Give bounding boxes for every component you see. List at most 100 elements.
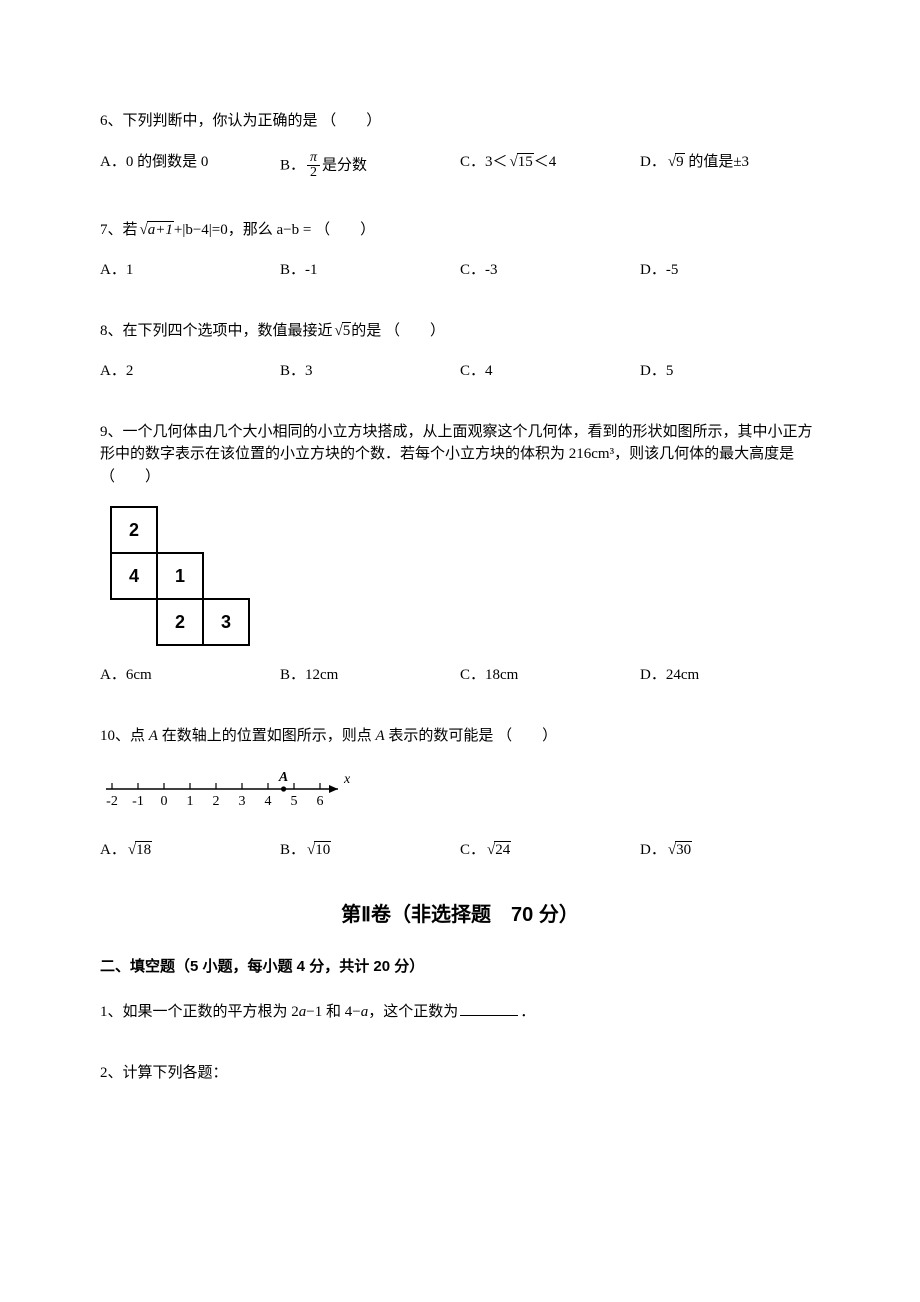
section-2-header: 二、填空题（5 小题，每小题 4 分，共计 20 分）	[100, 956, 820, 979]
q6-opt-c-post: ＜4	[534, 154, 557, 170]
question-10: 10、点 A 在数轴上的位置如图所示，则点 A 表示的数可能是 （ ） -2 -1…	[100, 725, 820, 862]
q7-opt-a: A．1	[100, 259, 280, 282]
sqrt-30: 30	[666, 839, 692, 862]
q10-opt-a: A． 18	[100, 839, 280, 862]
sqrt-24: 24	[485, 839, 511, 862]
fq1-period: ．	[520, 1004, 535, 1020]
grid-cell: 2	[111, 507, 157, 553]
q10-A-1: A	[149, 728, 158, 744]
grid-cell-empty	[203, 507, 249, 553]
q6-opt-c-pre: C．3＜	[460, 154, 508, 170]
frac-num: π	[307, 151, 320, 167]
radicand: a+1	[147, 221, 174, 239]
q8-options: A．2 B．3 C．4 D．5	[100, 360, 820, 383]
svg-text:-2: -2	[106, 794, 118, 809]
q6-opt-a-text: A．0 的倒数是 0	[100, 154, 208, 170]
grid-cell-empty	[157, 507, 203, 553]
grid-cell-empty	[111, 599, 157, 645]
grid-cell: 1	[157, 553, 203, 599]
q10-opt-d: D．30	[640, 839, 820, 862]
q7-opt-d: D．-5	[640, 259, 820, 282]
q9-opt-a: A．6cm	[100, 664, 280, 687]
q10-number-line: -2-10123456Ax	[100, 765, 820, 815]
q9-stem: 9、一个几何体由几个大小相同的小立方块搭成，从上面观察这个几何体，看到的形状如图…	[100, 421, 820, 489]
section-2-title: 第Ⅱ卷（非选择题 70 分）	[100, 900, 820, 930]
sqrt-10: 10	[305, 839, 331, 862]
q6-stem: 6、下列判断中，你认为正确的是 （ ）	[100, 110, 820, 133]
fq1-mid: −1 和 4−	[306, 1004, 360, 1020]
grid-cell-empty	[203, 553, 249, 599]
frac-den: 2	[307, 166, 320, 181]
question-9: 9、一个几何体由几个大小相同的小立方块搭成，从上面观察这个几何体，看到的形状如图…	[100, 421, 820, 687]
sqrt-18: 18	[126, 839, 152, 862]
radicand: 9	[675, 153, 685, 171]
q10-stem-mid: 在数轴上的位置如图所示，则点	[158, 728, 376, 744]
sqrt-5: 5	[333, 320, 352, 343]
q10-A-2: A	[375, 728, 384, 744]
q7-options: A．1 B．-1 C．-3 D．-5	[100, 259, 820, 282]
svg-text:-1: -1	[132, 794, 144, 809]
q7-paren: （ ）	[315, 222, 375, 238]
svg-text:x: x	[343, 772, 351, 787]
q10-opt-c-pre: C．	[460, 842, 485, 858]
q6-options: A．0 的倒数是 0 B．π2是分数 C．3＜ 15＜4 D． 9 的值是±3	[100, 151, 820, 181]
radicand: 10	[314, 841, 331, 859]
q6-opt-d-pre: D．	[640, 154, 666, 170]
q8-opt-c: C．4	[460, 360, 640, 383]
q9-opt-b: B．12cm	[280, 664, 460, 687]
q8-opt-d: D．5	[640, 360, 820, 383]
q10-stem-post: 表示的数可能是	[385, 728, 494, 744]
q8-opt-b: B．3	[280, 360, 460, 383]
fill-question-2: 2、计算下列各题：	[100, 1062, 820, 1085]
q7-stem: 7、若a+1+|b−4|=0，那么 a−b = （ ）	[100, 219, 820, 242]
q10-stem-pre: 10、点	[100, 728, 149, 744]
fq1-pre: 1、如果一个正数的平方根为 2	[100, 1004, 299, 1020]
q10-options: A． 18 B． 10 C． 24 D．30	[100, 839, 820, 862]
fq1-post: ，这个正数为	[368, 1004, 458, 1020]
q8-paren: （ ）	[385, 323, 445, 339]
fill-blank	[460, 1000, 518, 1016]
svg-text:1: 1	[187, 794, 194, 809]
q10-opt-c: C． 24	[460, 839, 640, 862]
svg-text:A: A	[278, 770, 288, 785]
svg-text:6: 6	[317, 794, 324, 809]
svg-text:0: 0	[161, 794, 168, 809]
q6-paren: （ ）	[321, 113, 381, 129]
q9-options: A．6cm B．12cm C．18cm D．24cm	[100, 664, 820, 687]
radicand: 15	[517, 153, 534, 171]
radicand: 24	[494, 841, 511, 859]
svg-text:2: 2	[213, 794, 220, 809]
q9-grid-table: 2 4 1 2 3	[110, 506, 250, 646]
svg-text:3: 3	[239, 794, 246, 809]
q6-opt-b: B．π2是分数	[280, 151, 460, 181]
q6-opt-d: D． 9 的值是±3	[640, 151, 820, 181]
grid-cell: 4	[111, 553, 157, 599]
q7-opt-b: B．-1	[280, 259, 460, 282]
q6-stem-text: 6、下列判断中，你认为正确的是	[100, 113, 318, 129]
q10-opt-b-pre: B．	[280, 842, 305, 858]
q6-opt-a: A．0 的倒数是 0	[100, 151, 280, 181]
question-8: 8、在下列四个选项中，数值最接近5的是 （ ） A．2 B．3 C．4 D．5	[100, 320, 820, 383]
q6-opt-c: C．3＜ 15＜4	[460, 151, 640, 181]
q10-paren: （ ）	[497, 728, 557, 744]
q10-stem: 10、点 A 在数轴上的位置如图所示，则点 A 表示的数可能是 （ ）	[100, 725, 820, 748]
q9-opt-d: D．24cm	[640, 664, 820, 687]
fraction-pi-over-2: π2	[307, 151, 320, 181]
number-line-svg: -2-10123456Ax	[100, 765, 360, 815]
sqrt-9: 9	[666, 151, 685, 174]
q7-opt-c: C．-3	[460, 259, 640, 282]
q10-opt-a-pre: A．	[100, 842, 126, 858]
radicand: 18	[135, 841, 152, 859]
q10-opt-b: B． 10	[280, 839, 460, 862]
q7-stem-mid: +|b−4|=0，那么 a−b =	[174, 222, 311, 238]
q9-grid-diagram: 2 4 1 2 3	[110, 506, 820, 646]
q9-opt-c: C．18cm	[460, 664, 640, 687]
q8-stem-post: 的是	[351, 323, 381, 339]
q10-opt-d-pre: D．	[640, 842, 666, 858]
question-7: 7、若a+1+|b−4|=0，那么 a−b = （ ） A．1 B．-1 C．-…	[100, 219, 820, 282]
q8-opt-a: A．2	[100, 360, 280, 383]
sqrt-15: 15	[508, 151, 534, 174]
radicand: 5	[342, 322, 352, 340]
grid-cell: 2	[157, 599, 203, 645]
q6-opt-d-post: 的值是±3	[685, 154, 749, 170]
